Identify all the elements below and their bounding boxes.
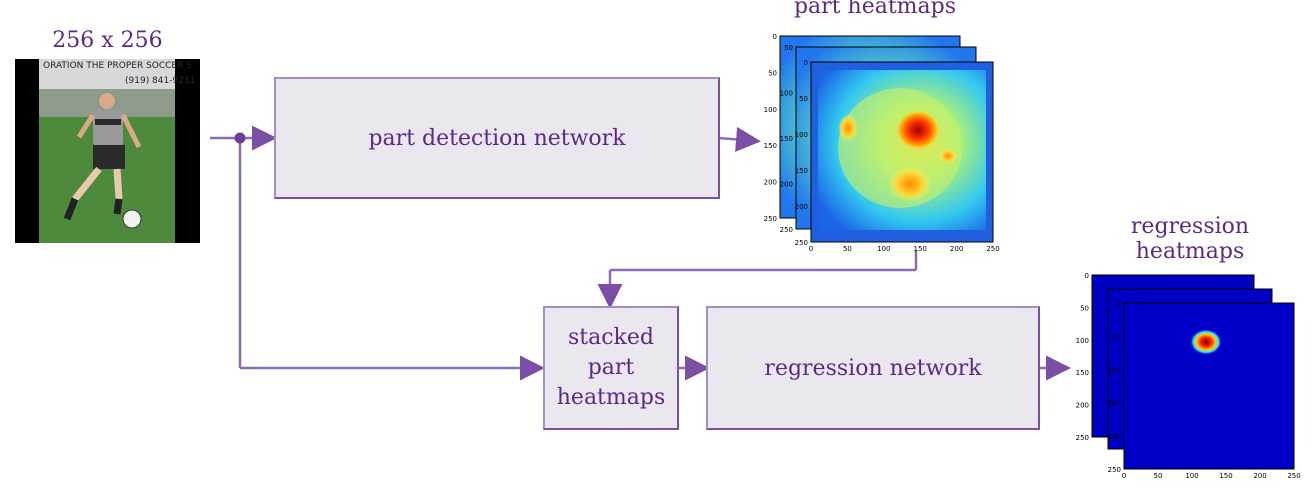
part-heatmap-ticks: 0501001502002505010015020025005010015020… [764,33,1000,253]
input-size-label: 256 x 256 [52,28,163,53]
regression-heatmaps-title-line2: heatmaps [1135,239,1245,265]
photo-banner-text: ORATION THE PROPER SOCCER S [43,61,192,71]
reg-front-y-tick: 100 [1108,366,1121,374]
reg-back-y-tick: 0 [1085,272,1089,280]
reg-back-y-tick: 150 [1076,369,1089,377]
regression-heatmaps-title: regression heatmaps [1110,214,1270,265]
part-front-y-tick: 150 [795,167,808,175]
part-middle-y-tick: 250 [780,226,793,234]
reg-back-y-tick: 250 [1076,434,1089,442]
regression-network-box: regression network [706,306,1040,430]
part-front-y-tick: 0 [804,59,808,67]
part-back-y-tick: 150 [764,142,777,150]
part-front-y-tick: 250 [795,239,808,247]
stacked-part-heatmaps-box: stacked part heatmaps [543,306,679,430]
part-middle-y-tick: 200 [780,181,793,189]
photo-phone-text: (919) 841-9211 [125,76,195,86]
part-front-x-tick: 50 [843,245,852,253]
part-back-y-tick: 200 [764,179,777,187]
part-front-x-tick: 0 [809,245,813,253]
part-front-x-tick: 150 [914,245,927,253]
reg-back-y-tick: 200 [1076,402,1089,410]
reg-front-x-tick: 200 [1253,472,1266,480]
part-front-x-tick: 200 [950,245,963,253]
regression-heatmaps-title-line1: regression [1130,214,1250,239]
part-front-y-tick: 100 [795,131,808,139]
part-back-y-tick: 250 [764,215,777,223]
reg-back-y-tick: 50 [1080,304,1089,312]
reg-front-y-tick: 200 [1108,433,1121,441]
stacked-label-line1: stacked [567,325,654,351]
part-front-y-tick: 50 [799,95,808,103]
part-middle-y-tick: 100 [780,90,793,98]
part-middle-y-tick: 150 [780,135,793,143]
stacked-label-line3: heatmaps [556,384,666,410]
part-front-y-tick: 200 [795,203,808,211]
part-back-y-tick: 0 [773,33,777,41]
part-middle-y-tick: 50 [784,44,793,52]
reg-front-x-tick: 100 [1185,472,1198,480]
part-back-y-tick: 50 [768,69,777,77]
split-node [234,132,246,144]
part-heatmaps-title: part heatmaps [793,0,957,19]
part-back-y-tick: 100 [764,106,777,114]
reg-front-x-tick: 250 [1287,472,1300,480]
regression-heatmap-front [1123,302,1295,470]
reg-front-x-tick: 50 [1154,472,1163,480]
stacked-label-line2: part [587,355,635,381]
reg-front-x-tick: 0 [1122,472,1126,480]
reg-front-y-tick: 50 [1112,333,1121,341]
part-front-x-tick: 100 [877,245,890,253]
input-photo: ORATION THE PROPER SOCCER S (919) 841-92… [15,59,200,243]
regression-network-label: regression network [764,355,982,381]
reg-front-x-tick: 150 [1219,472,1232,480]
part-front-x-tick: 250 [986,245,999,253]
reg-front-y-tick: 250 [1108,466,1121,474]
reg-front-y-tick: 150 [1108,400,1121,408]
reg-front-y-tick: 0 [1117,300,1121,308]
part-detection-network-label: part detection network [368,125,626,151]
part-detection-network-box: part detection network [274,77,720,199]
reg-back-y-tick: 100 [1076,337,1089,345]
